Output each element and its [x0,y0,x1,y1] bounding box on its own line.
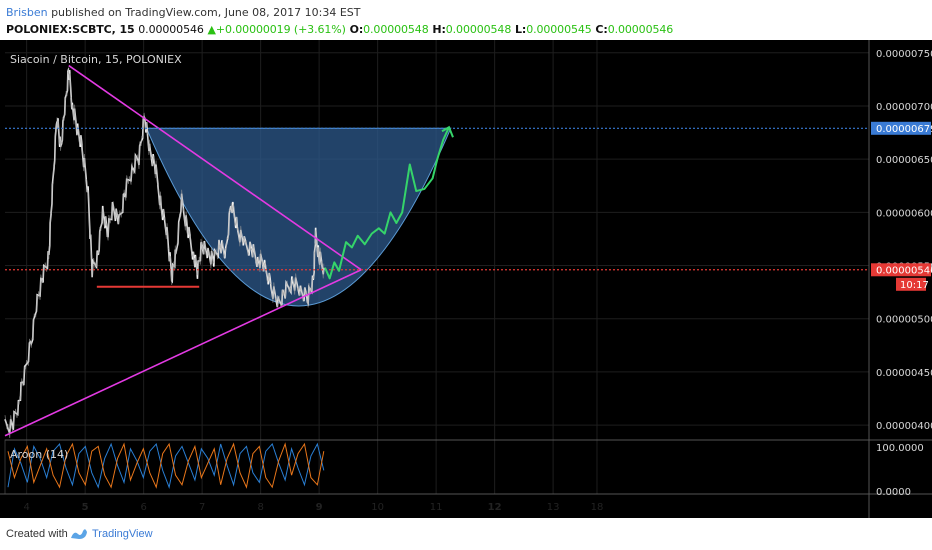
lower-trendline[interactable] [4,269,362,437]
target-price-label: 0.00000679 [876,124,932,135]
aroon-up-line [7,442,325,489]
aroon-lines [7,442,325,489]
time-tick-label: 11 [430,502,443,513]
price-tick-label: 0.00000400 [876,421,932,432]
close-label: C: [595,23,608,36]
time-tick-label: 12 [488,502,502,513]
forecast-arrowhead [441,125,454,138]
high-value: 0.00000548 [445,23,512,36]
time-tick-label: 5 [82,502,89,513]
price-tick-label: 0.00000750 [876,49,932,60]
published-text: published on TradingView.com, June 08, 2… [51,6,361,19]
forecast-path[interactable] [324,126,450,280]
aroon-axis-labels: 100.0000 0.0000 [876,443,924,498]
chart-area[interactable]: Siacoin / Bitcoin, 15, POLONIEX Aroon (1… [0,40,932,518]
open-label: O: [349,23,364,36]
created-with-text: Created with [6,528,68,540]
current-price-badge: 0.00000546 10:17 [871,263,932,291]
open-value: 0.00000548 [363,23,429,36]
aroon-tick-label: 0.0000 [876,487,911,498]
price-change: +0.00000019 (+3.61%) [215,23,346,36]
current-price-label: 0.00000546 [876,265,932,276]
time-tick-label: 18 [591,502,604,513]
high-label: H: [432,23,446,36]
price-series-wicks [4,67,325,438]
price-tick-label: 0.00000700 [876,102,932,113]
target-price-badge: 0.00000679 [871,121,932,135]
price-tick-label: 0.00000600 [876,208,932,219]
aroon-tick-label: 100.0000 [876,443,924,454]
time-tick-label: 8 [257,502,263,513]
low-label: L: [514,23,527,36]
close-value: 0.00000546 [607,23,674,36]
aroon-title: Aroon (14) [10,448,68,461]
up-arrow-icon: ▲ [207,23,216,36]
symbol-label[interactable]: POLONIEX:SCBTC, 15 [6,23,135,36]
author-link[interactable]: Brisben [6,6,48,19]
time-tick-label: 7 [199,502,205,513]
tradingview-logo-icon[interactable] [70,527,88,541]
footer: Created with TradingView [0,518,932,550]
last-price: 0.00000546 [138,23,204,36]
time-tick-label: 13 [547,502,560,513]
time-axis-labels[interactable]: 4 5 6 7 8 9 10 11 12 13 18 [23,502,603,513]
low-value: 0.00000545 [526,23,592,36]
price-tick-label: 0.00000650 [876,155,932,166]
time-tick-label: 9 [316,502,323,513]
chart-title: Siacoin / Bitcoin, 15, POLONIEX [10,53,182,66]
upper-trendline[interactable] [68,64,362,271]
time-tick-label: 10 [371,502,384,513]
chart-background [0,40,932,518]
tradingview-brand-link[interactable]: TradingView [92,528,153,540]
time-tick-label: 6 [140,502,146,513]
chart-header: Brisben published on TradingView.com, Ju… [0,0,932,40]
symbol-info: POLONIEX:SCBTC, 15 0.00000546 ▲+0.000000… [6,23,673,36]
time-tick-label: 4 [23,502,29,513]
candle-countdown: 10:17 [900,280,929,291]
aroon-down-line [7,442,325,489]
price-tick-label: 0.00000450 [876,368,932,379]
publish-info: Brisben published on TradingView.com, Ju… [6,6,361,19]
price-tick-label: 0.00000500 [876,315,932,326]
